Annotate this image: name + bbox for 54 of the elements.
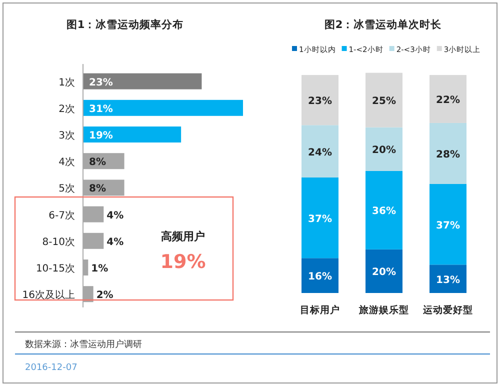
text: 2016-12-07 xyxy=(25,363,78,373)
bar xyxy=(430,122,466,184)
data-label: 1% xyxy=(91,264,108,274)
bar xyxy=(430,75,466,123)
bar xyxy=(302,177,338,258)
annotation: 高频用户 xyxy=(161,230,205,243)
bar xyxy=(366,170,402,250)
chart-title: 图2：冰雪运动单次时长 xyxy=(324,18,443,31)
bar xyxy=(430,184,466,265)
bar xyxy=(302,125,338,178)
bar xyxy=(302,258,338,293)
data-label: 20% xyxy=(372,145,396,156)
y-tick-label: 10-15次 xyxy=(36,264,75,274)
data-label: 4% xyxy=(106,210,124,222)
y-tick-label: 2次 xyxy=(58,104,75,115)
y-tick-label: 1次 xyxy=(58,77,75,88)
bar xyxy=(83,100,243,116)
data-label: 25% xyxy=(372,96,396,108)
y-tick-label: 4次 xyxy=(58,157,75,168)
data-label: 31% xyxy=(89,104,113,115)
y-tick-label: 3次 xyxy=(58,130,75,142)
y-tick-label: 8-10次 xyxy=(42,236,75,248)
data-label: 22% xyxy=(436,94,460,106)
data-label: 8% xyxy=(89,184,106,195)
bar xyxy=(366,249,402,293)
data-label: 36% xyxy=(372,206,396,218)
y-tick-label: 6-7次 xyxy=(48,210,75,222)
x-tick-label: 目标用户 xyxy=(300,304,340,316)
bar xyxy=(366,72,402,128)
bar xyxy=(83,73,202,90)
x-tick-label: 旅游娱乐型 xyxy=(358,304,409,316)
source-note: 数据来源：冰雪运动用户调研 xyxy=(25,339,142,350)
data-label: 37% xyxy=(308,214,332,225)
bar xyxy=(430,264,466,293)
x-tick-label: 运动爱好型 xyxy=(422,304,473,316)
bar xyxy=(302,75,338,126)
data-label: 20% xyxy=(372,267,396,278)
data-label: 13% xyxy=(436,274,460,286)
data-label: 8% xyxy=(89,157,106,168)
chart-title: 图1：冰雪运动频率分布 xyxy=(66,18,184,31)
y-tick-label: 16次及以上 xyxy=(22,289,75,302)
bar xyxy=(366,127,402,171)
bar xyxy=(83,126,182,142)
data-label: 23% xyxy=(89,77,113,88)
data-label: 37% xyxy=(436,220,460,232)
annotation: 19% xyxy=(160,251,206,273)
data-label: 19% xyxy=(89,130,113,142)
data-label: 4% xyxy=(106,236,124,248)
data-label: 23% xyxy=(308,96,332,108)
data-label: 24% xyxy=(308,147,332,158)
data-label: 28% xyxy=(436,149,460,160)
data-label: 16% xyxy=(308,272,332,283)
data-label: 2% xyxy=(96,290,114,302)
y-tick-label: 5次 xyxy=(58,184,75,195)
